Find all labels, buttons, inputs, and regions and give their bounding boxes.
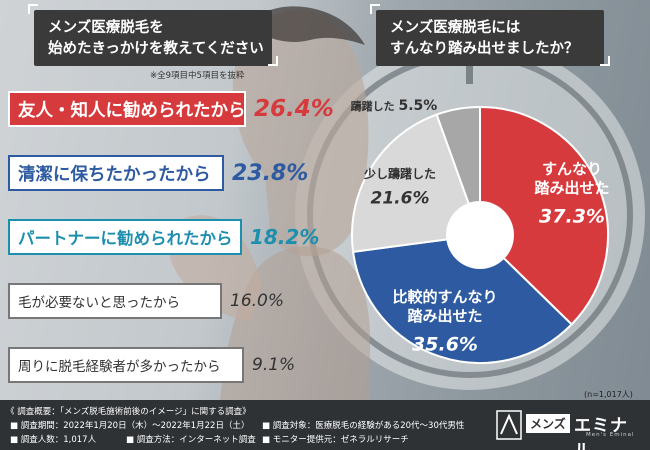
- reason-label: 友人・知人に勧められたから: [8, 91, 246, 127]
- left-title-line-1: メンズ医療脱毛を: [48, 20, 164, 36]
- brand-logo: メンズ エミナル Men's Eminal: [496, 408, 642, 450]
- corner-mark: [600, 56, 610, 66]
- corner-mark: [268, 56, 278, 66]
- slice-value: 21.6%: [371, 188, 430, 208]
- reason-row: 友人・知人に勧められたから 26.4%: [8, 91, 334, 127]
- slice-label: 踏み出せた: [407, 307, 482, 325]
- survey-title: 《 調査概要：「メンズ脱毛施術前後のイメージ」に関する調査》: [6, 407, 251, 417]
- reason-row: 清潔に保ちたかったから 23.8%: [8, 155, 308, 191]
- slice-label: 比較的すんなり: [392, 288, 497, 306]
- reason-value: 16.0%: [230, 291, 285, 311]
- corner-mark: [28, 4, 38, 14]
- reason-value: 18.2%: [250, 225, 320, 249]
- reason-row: 毛が必要ないと思ったから 16.0%: [8, 283, 284, 319]
- left-title-line-2: 始めたきっかけを教えてください: [48, 41, 264, 57]
- donut-slice: [479, 105, 609, 326]
- reason-value: 23.8%: [232, 160, 309, 186]
- logo-subtext: Men's Eminal: [586, 432, 635, 438]
- logo-text-mens: メンズ: [526, 414, 570, 433]
- reason-label: 周りに脱毛経験者が多かったから: [8, 347, 244, 383]
- left-question-title: メンズ医療脱毛を 始めたきっかけを教えてください: [34, 10, 272, 66]
- right-title-line-1: メンズ医療脱毛には: [390, 20, 521, 36]
- survey-respondents: ■ 調査人数：1,017人: [10, 435, 97, 445]
- reason-row: パートナーに勧められたから 18.2%: [8, 219, 319, 255]
- slice-value: 35.6%: [412, 333, 478, 355]
- slice-label: 躊躇した 5.5%: [351, 98, 438, 114]
- survey-provider: ■ モニター提供元：ゼネラルリサーチ: [262, 435, 409, 445]
- sample-size-note: (n=1,017人): [584, 390, 633, 399]
- donut-slice: [351, 233, 574, 364]
- right-question-title: メンズ医療脱毛には すんなり踏み出せましたか？: [376, 10, 604, 66]
- survey-period: ■ 調査期間：2022年1月20日（木）～2022年1月22日（土）: [10, 421, 250, 431]
- survey-method: ■ 調査方法：インターネット調査: [126, 435, 256, 445]
- logo-mark-icon: [496, 410, 522, 440]
- slice-value: 37.3%: [539, 205, 605, 227]
- slice-label: 踏み出せた: [534, 179, 609, 197]
- donut-hole: [446, 201, 514, 269]
- reason-label: パートナーに勧められたから: [8, 219, 242, 255]
- survey-target: ■ 調査対象：医療脱毛の経験がある20代～30代男性: [262, 421, 465, 431]
- reason-value: 26.4%: [254, 96, 334, 122]
- corner-mark: [370, 4, 380, 14]
- reason-label: 清潔に保ちたかったから: [8, 155, 224, 191]
- slice-label: すんなり: [542, 160, 602, 178]
- selection-note: ※全9項目中5項目を抜粋: [150, 71, 245, 81]
- logo-text-eminal: エミナル: [574, 416, 628, 450]
- right-title-line-2: すんなり踏み出せましたか？: [390, 41, 579, 57]
- survey-footer: 《 調査概要：「メンズ脱毛施術前後のイメージ」に関する調査》 ■ 調査期間：20…: [0, 400, 650, 450]
- reason-value: 9.1%: [252, 355, 296, 375]
- reason-label: 毛が必要ないと思ったから: [8, 283, 222, 319]
- slice-label: 少し躊躇した: [363, 166, 436, 181]
- reason-row: 周りに脱毛経験者が多かったから 9.1%: [8, 347, 295, 383]
